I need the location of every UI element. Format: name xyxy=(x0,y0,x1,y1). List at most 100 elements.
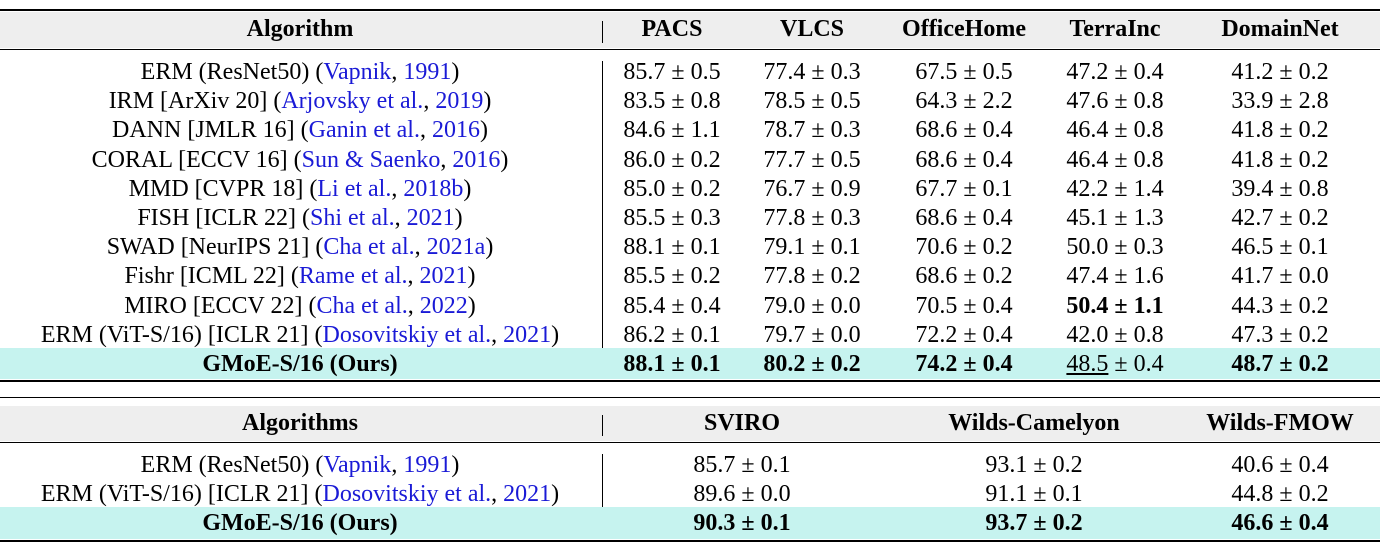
result-cell: 85.7 ± 0.5 xyxy=(522,58,822,87)
text: 44.8 ± 0.2 xyxy=(1231,481,1329,508)
result-cell: 72.2 ± 0.4 xyxy=(814,321,1114,350)
text: , xyxy=(440,146,453,173)
text: 77.8 ± 0.3 xyxy=(763,205,861,231)
text: 85.5 ± 0.3 xyxy=(623,205,721,231)
citation-link[interactable]: 2016 xyxy=(452,146,501,173)
text: 64.3 ± 2.2 xyxy=(915,88,1013,115)
text: 41.8 ± 0.2 xyxy=(1231,146,1329,173)
citation-link[interactable]: Arjovsky et al. xyxy=(281,88,424,115)
result-cell: 77.8 ± 0.2 xyxy=(662,262,962,291)
text: ) xyxy=(483,88,492,115)
text: 50.0 ± 0.3 xyxy=(1066,234,1164,261)
citation-link[interactable]: Shi et al. xyxy=(310,205,395,231)
text: ERM (ViT-S/16) [ICLR 21] ( xyxy=(40,481,323,508)
text: 46.4 ± 0.8 xyxy=(1066,146,1164,173)
citation-link[interactable]: 1991 xyxy=(403,59,452,85)
result-cell: 78.5 ± 0.5 xyxy=(662,87,962,116)
result-cell: 88.1 ± 0.1 xyxy=(522,350,822,379)
text: , xyxy=(491,481,504,508)
text: 42.0 ± 0.8 xyxy=(1066,321,1164,348)
text: , xyxy=(391,175,404,202)
citation-link[interactable]: Cha et al. xyxy=(323,234,415,261)
text: , xyxy=(391,452,404,478)
text: 68.6 ± 0.4 xyxy=(915,117,1013,144)
method-name: FISH [ICLR 22] (Shi et al., 2021) xyxy=(0,204,600,233)
result-cell: 46.4 ± 0.8 xyxy=(965,146,1265,175)
citation-link[interactable]: Vapnik xyxy=(323,452,392,478)
result-cell: 77.8 ± 0.3 xyxy=(662,204,962,233)
result-cell: 44.3 ± 0.2 xyxy=(1130,292,1380,321)
text: 33.9 ± 2.8 xyxy=(1231,88,1329,115)
result-cell: 85.7 ± 0.1 xyxy=(592,451,892,480)
citation-link[interactable]: Vapnik xyxy=(323,59,392,85)
text: 93.1 ± 0.2 xyxy=(985,452,1083,478)
citation-link[interactable]: 2021 xyxy=(406,205,455,231)
result-cell: 40.6 ± 0.4 xyxy=(1130,451,1380,480)
column-header: TerraInc xyxy=(1069,16,1161,42)
citation-link[interactable]: Sun & Saenko xyxy=(301,146,441,173)
text: 72.2 ± 0.4 xyxy=(915,321,1013,348)
result-cell: 77.7 ± 0.5 xyxy=(662,146,962,175)
text: 88.1 ± 0.1 xyxy=(623,234,721,261)
citation-link[interactable]: Li et al. xyxy=(317,175,392,202)
method-name: MMD [CVPR 18] (Li et al., 2018b) xyxy=(0,175,600,204)
result-cell: 93.1 ± 0.2 xyxy=(884,451,1184,480)
result-cell: 83.5 ± 0.8 xyxy=(522,87,822,116)
text: 67.5 ± 0.5 xyxy=(915,59,1013,85)
text: 70.6 ± 0.2 xyxy=(915,234,1013,261)
header-divider xyxy=(602,21,603,43)
result-cell: 48.5 ± 0.4 xyxy=(965,350,1265,379)
column-header: SVIRO xyxy=(703,410,781,436)
result-cell: 85.4 ± 0.4 xyxy=(522,292,822,321)
text: ) xyxy=(479,117,488,144)
citation-link[interactable]: 2021 xyxy=(419,263,468,290)
bold-text: 74.2 ± 0.4 xyxy=(915,351,1013,377)
text: 68.6 ± 0.4 xyxy=(915,205,1013,231)
text: 47.6 ± 0.8 xyxy=(1066,88,1164,115)
citation-link[interactable]: 2021a xyxy=(426,234,486,261)
method-name: DANN [JMLR 16] (Ganin et al., 2016) xyxy=(0,116,600,145)
text: 83.5 ± 0.8 xyxy=(623,88,721,115)
citation-link[interactable]: 1991 xyxy=(403,452,452,478)
result-cell: 77.4 ± 0.3 xyxy=(662,58,962,87)
result-cell: 47.2 ± 0.4 xyxy=(965,58,1265,87)
result-cell: 68.6 ± 0.2 xyxy=(814,262,1114,291)
citation-link[interactable]: 2021 xyxy=(503,481,552,508)
text: 47.4 ± 1.6 xyxy=(1066,263,1164,290)
citation-link[interactable]: 2021 xyxy=(503,321,552,348)
citation-link[interactable]: 2018b xyxy=(403,175,464,202)
text: DANN [JMLR 16] ( xyxy=(112,117,309,144)
result-cell: 41.7 ± 0.0 xyxy=(1130,262,1380,291)
text: 70.5 ± 0.4 xyxy=(915,292,1013,319)
text: 79.7 ± 0.0 xyxy=(763,321,861,348)
text: , xyxy=(394,205,407,231)
text: ) xyxy=(451,59,460,85)
citation-link[interactable]: Cha et al. xyxy=(316,292,408,319)
result-cell: 70.6 ± 0.2 xyxy=(814,233,1114,262)
text: 42.2 ± 1.4 xyxy=(1066,175,1164,202)
citation-link[interactable]: Dosovitskiy et al. xyxy=(322,481,492,508)
text: 40.6 ± 0.4 xyxy=(1231,452,1329,478)
text: MIRO [ECCV 22] ( xyxy=(124,292,317,319)
highlight-row xyxy=(0,507,1380,539)
citation-link[interactable]: 2022 xyxy=(419,292,468,319)
text: 89.6 ± 0.0 xyxy=(693,481,791,508)
text: 84.6 ± 1.1 xyxy=(623,117,721,144)
text: , xyxy=(391,59,404,85)
text: 47.2 ± 0.4 xyxy=(1066,59,1164,85)
result-cell: 44.8 ± 0.2 xyxy=(1130,480,1380,509)
result-cell: 79.0 ± 0.0 xyxy=(662,292,962,321)
result-cell: 67.7 ± 0.1 xyxy=(814,175,1114,204)
text: 68.6 ± 0.2 xyxy=(915,263,1013,290)
body-divider xyxy=(602,454,603,509)
citation-link[interactable]: Rame et al. xyxy=(298,263,408,290)
citation-link[interactable]: Ganin et al. xyxy=(308,117,420,144)
citation-link[interactable]: 2016 xyxy=(431,117,480,144)
text: 85.0 ± 0.2 xyxy=(623,175,721,202)
text: 41.7 ± 0.0 xyxy=(1231,263,1329,290)
citation-link[interactable]: Dosovitskiy et al. xyxy=(322,321,492,348)
text: 77.4 ± 0.3 xyxy=(763,59,861,85)
result-cell: 90.3 ± 0.1 xyxy=(592,509,892,538)
citation-link[interactable]: 2019 xyxy=(435,88,484,115)
method-name: GMoE-S/16 (Ours) xyxy=(0,509,600,538)
